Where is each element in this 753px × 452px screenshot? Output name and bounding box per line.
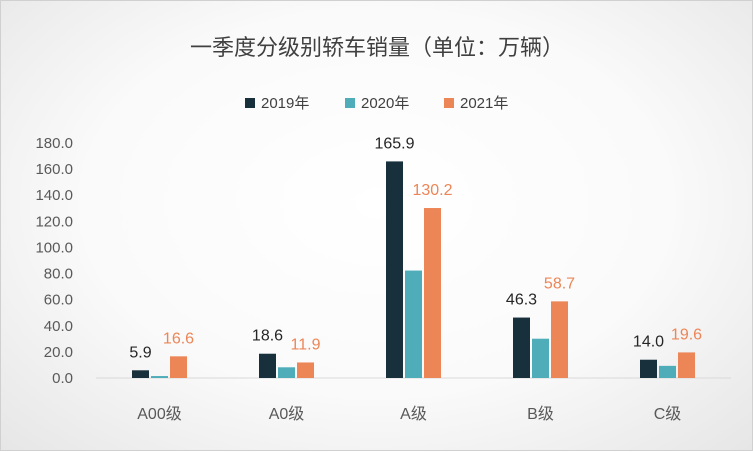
legend-swatch <box>245 98 255 108</box>
y-tick-label: 180.0 <box>35 135 73 152</box>
bar <box>640 359 657 378</box>
y-tick-label: 80.0 <box>44 266 73 283</box>
y-tick-label: 140.0 <box>35 187 73 204</box>
y-tick-label: 20.0 <box>44 344 73 361</box>
data-label: 14.0 <box>633 334 664 351</box>
data-label: 19.6 <box>671 326 702 343</box>
data-label: 5.9 <box>129 344 151 361</box>
chart-title: 一季度分级别轿车销量（单位：万辆） <box>190 36 564 61</box>
bar <box>551 301 568 378</box>
x-category-label: A0级 <box>269 405 305 423</box>
y-tick-label: 0.0 <box>52 370 73 387</box>
data-label: 58.7 <box>544 275 575 292</box>
y-axis: 0.0 20.0 40.0 60.0 80.0 100.0 120.0 140.0 160.0 1… <box>35 135 73 387</box>
legend-swatch <box>345 98 355 108</box>
bar <box>532 338 549 378</box>
legend-label: 2020年 <box>361 95 409 112</box>
y-tick-label: 120.0 <box>35 213 73 230</box>
legend-label: 2019年 <box>261 95 309 112</box>
bar <box>678 352 695 378</box>
bar <box>513 317 530 378</box>
bars <box>132 161 695 378</box>
data-label: 165.9 <box>374 135 414 152</box>
bar <box>386 161 403 378</box>
x-category-label: A00级 <box>137 405 181 423</box>
bar <box>405 270 422 378</box>
legend-label: 2021年 <box>460 95 508 112</box>
data-label: 130.2 <box>412 182 452 199</box>
x-axis: A00级 A0级 A级 B级 C级 <box>137 405 681 423</box>
data-label: 11.9 <box>291 336 321 353</box>
y-tick-label: 40.0 <box>44 318 73 335</box>
bar <box>259 353 276 378</box>
bar <box>151 376 168 378</box>
data-labels: 5.9 16.6 18.6 11.9 165.9 130.2 46.3 58.7 14.0 19.… <box>129 135 702 361</box>
y-tick-label: 100.0 <box>35 239 73 256</box>
bar <box>132 370 149 378</box>
bar <box>278 367 295 378</box>
x-category-label: C级 <box>654 405 682 423</box>
y-tick-label: 60.0 <box>44 292 73 309</box>
x-category-label: B级 <box>527 405 554 423</box>
bar <box>170 356 187 378</box>
data-label: 18.6 <box>252 328 283 345</box>
data-label: 46.3 <box>506 292 537 309</box>
legend-swatch <box>444 98 454 108</box>
data-label: 16.6 <box>163 330 194 347</box>
bar <box>297 362 314 378</box>
bar <box>659 365 676 378</box>
bar <box>424 208 441 378</box>
x-category-label: A级 <box>400 405 427 423</box>
legend: 2019年 2020年 2021年 <box>245 95 508 112</box>
y-tick-label: 160.0 <box>35 161 73 178</box>
